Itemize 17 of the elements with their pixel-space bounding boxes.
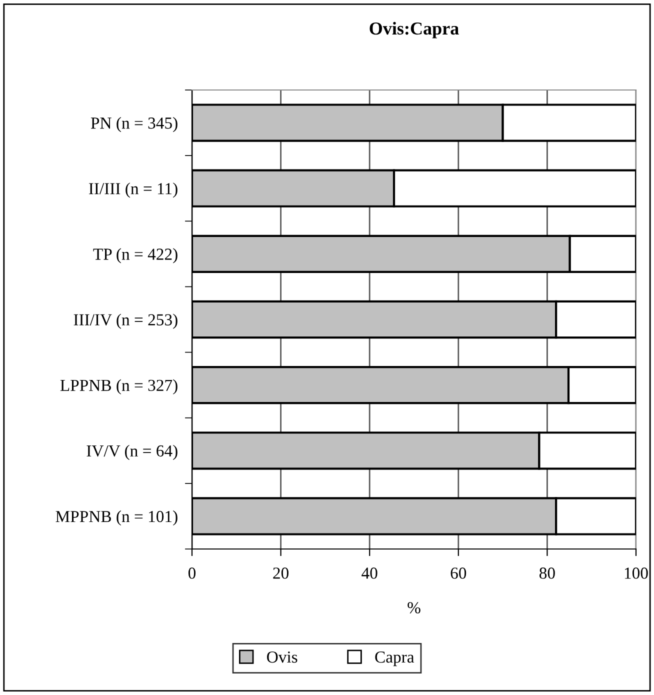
x-tick-label: 0: [188, 568, 196, 579]
x-tick-label: 80: [540, 568, 555, 579]
y-tick-label: TP (n = 422): [93, 248, 178, 264]
y-tick-label: LPPNB (n = 327): [60, 379, 178, 394]
x-tick-label: 40: [362, 568, 378, 579]
x-axis-title: %: [408, 602, 420, 614]
y-tick-label: IV/V (n = 64): [86, 444, 178, 460]
legend-label: Capra: [375, 652, 414, 666]
x-tick-label: 60: [450, 568, 466, 579]
chart-title: Ovis:Capra: [370, 22, 459, 38]
y-tick-label: MPPNB (n = 101): [56, 510, 178, 526]
y-tick-label: PN (n = 345): [90, 117, 178, 132]
y-tick-label: II/III (n = 11): [88, 182, 178, 198]
legend-label: Ovis: [267, 652, 298, 663]
y-tick-label: III/IV (n = 253): [74, 314, 178, 329]
x-tick-label: 100: [624, 568, 648, 579]
x-tick-label: 20: [273, 568, 288, 579]
